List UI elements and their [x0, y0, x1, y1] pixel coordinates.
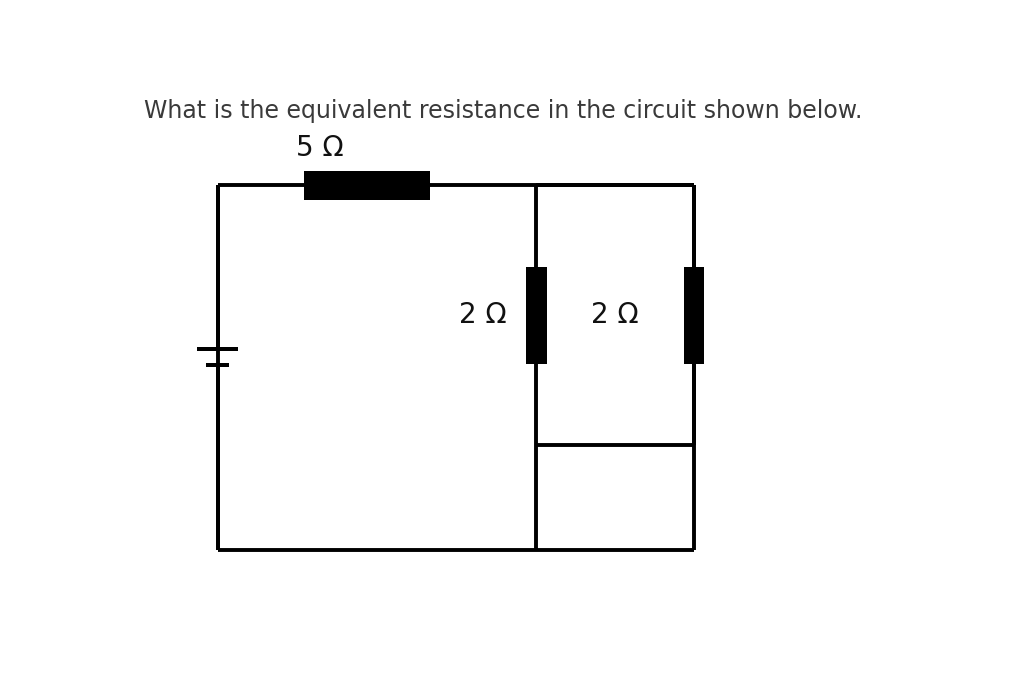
Bar — [205, 363, 230, 368]
Bar — [684, 267, 704, 364]
Text: What is the equivalent resistance in the circuit shown below.: What is the equivalent resistance in the… — [144, 99, 863, 123]
Bar — [526, 267, 547, 364]
Text: 2 Ω: 2 Ω — [591, 301, 639, 329]
Text: 2 Ω: 2 Ω — [459, 301, 507, 329]
Bar — [197, 347, 238, 352]
Bar — [304, 171, 430, 199]
Text: 5 Ω: 5 Ω — [297, 134, 343, 162]
